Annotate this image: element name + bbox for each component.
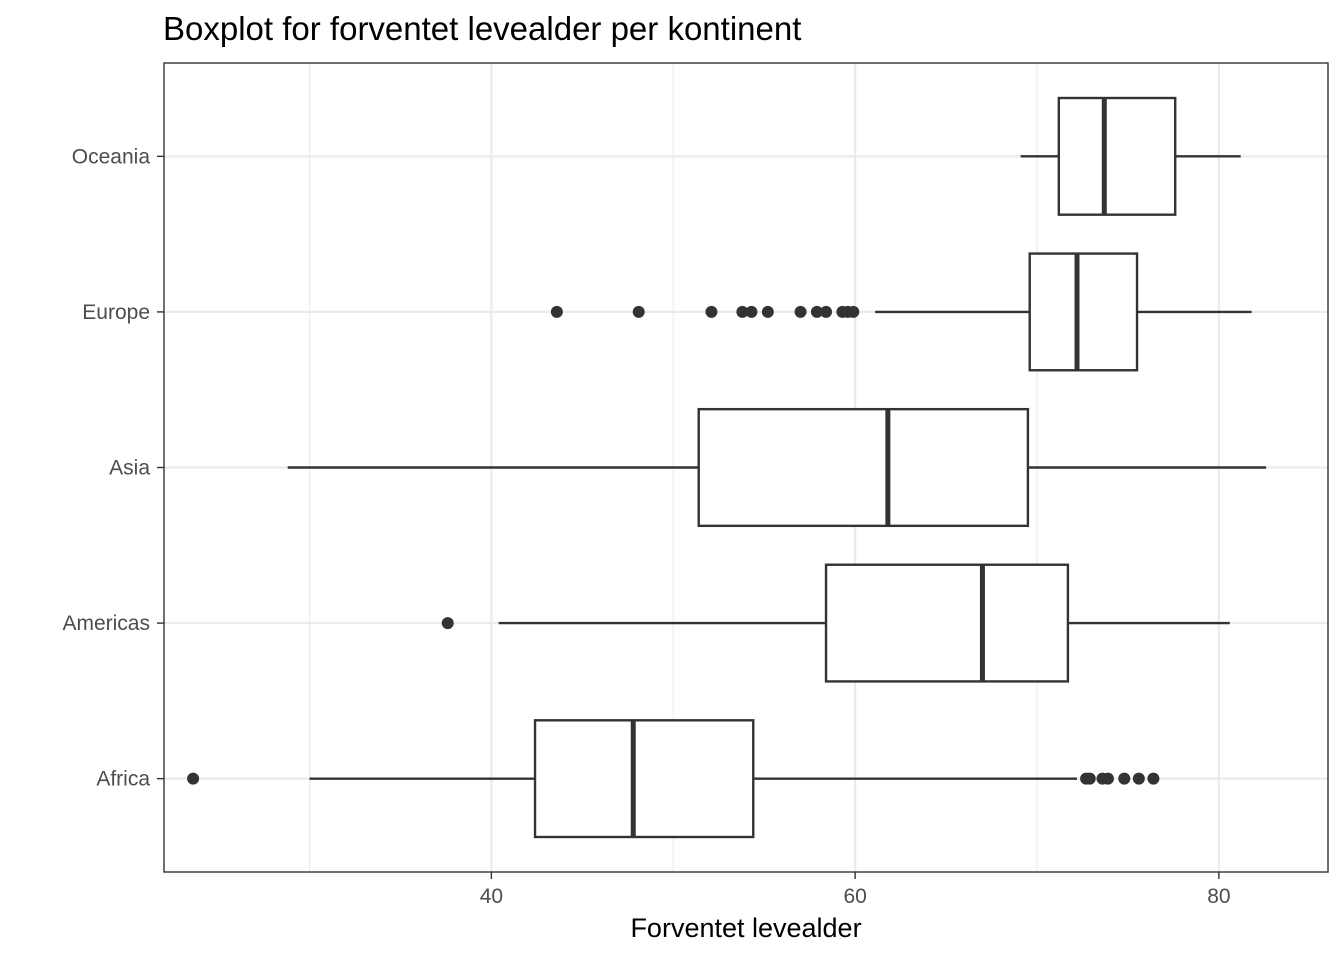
outlier-point (1083, 772, 1096, 785)
y-tick-label: Africa (96, 768, 150, 791)
box-group-americas (441, 563, 1230, 683)
y-tick-label: Asia (109, 457, 150, 480)
box (824, 563, 1070, 683)
chart-title: Boxplot for forventet levealder per kont… (163, 10, 801, 47)
outlier-point (745, 305, 758, 318)
outlier-point (820, 305, 833, 318)
box (1057, 96, 1177, 216)
x-tick-label: 80 (1207, 885, 1230, 908)
outlier-point (705, 305, 718, 318)
x-tick-label: 60 (843, 885, 866, 908)
box-group-europe (550, 252, 1252, 372)
axis-ticks: 40 60 80 Africa Americas Asia Europe Oceania (62, 145, 1230, 908)
outlier-point (761, 305, 774, 318)
y-tick-label: Europe (82, 301, 150, 324)
y-tick-label: Oceania (72, 145, 151, 168)
x-axis-title: Forventet levealder (630, 913, 861, 943)
box-group-africa (187, 719, 1160, 839)
outlier-point (1101, 772, 1114, 785)
y-tick-label: Americas (62, 612, 150, 635)
outlier-point (550, 305, 563, 318)
box-series (187, 96, 1267, 839)
outlier-point (1118, 772, 1131, 785)
box-group-oceania (1020, 96, 1241, 216)
outlier-point (187, 772, 200, 785)
box (697, 407, 1030, 528)
box-group-asia (287, 407, 1267, 528)
outlier-point (1147, 772, 1160, 785)
box (533, 719, 755, 839)
outlier-point (847, 305, 860, 318)
outlier-point (736, 305, 749, 318)
outlier-point (1132, 772, 1145, 785)
outlier-point (794, 305, 807, 318)
outlier-point (810, 305, 823, 318)
x-tick-label: 40 (480, 885, 503, 908)
outlier-point (632, 305, 645, 318)
outlier-point (441, 617, 454, 630)
box (1028, 252, 1139, 372)
panel-border (163, 62, 1329, 873)
